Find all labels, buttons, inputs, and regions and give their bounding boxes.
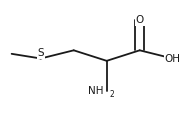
Text: O: O — [136, 15, 144, 25]
Text: OH: OH — [165, 53, 181, 64]
Text: NH: NH — [88, 86, 104, 96]
Text: 2: 2 — [109, 90, 114, 99]
Text: S: S — [37, 48, 44, 58]
